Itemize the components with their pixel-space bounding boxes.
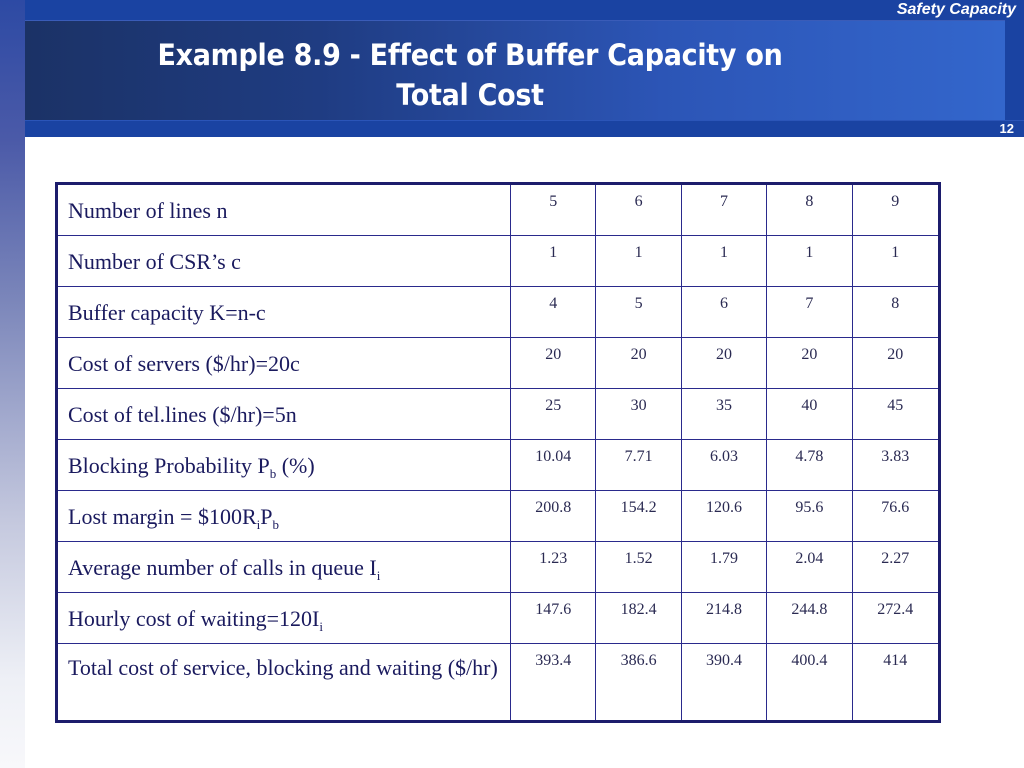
cell-value: 1 [851, 235, 940, 287]
slide-title-line-1: Example 8.9 - Effect of Buffer Capacity … [157, 38, 783, 72]
cell-value: 6.03 [680, 439, 768, 491]
row-label: Number of CSR’s c [56, 235, 511, 287]
row-label: Number of lines n [56, 183, 511, 236]
cell-value: 1.79 [680, 541, 768, 593]
cell-value: 414 [851, 643, 940, 722]
row-label: Lost margin = $100RiPb [56, 490, 511, 542]
row-label: Cost of tel.lines ($/hr)=5n [56, 388, 511, 440]
label-text: Blocking Probability P [68, 453, 270, 478]
cell-value: 45 [851, 388, 940, 440]
cell-value: 30 [595, 388, 682, 440]
cost-table: Number of lines n 5 6 7 8 9 Number of CS… [55, 182, 941, 723]
cell-value: 6 [595, 183, 682, 236]
cell-value: 1.23 [509, 541, 597, 593]
cell-value: 400.4 [766, 643, 853, 722]
table-row: Total cost of service, blocking and wait… [56, 643, 940, 722]
cell-value: 20 [766, 337, 853, 389]
cell-value: 2.04 [766, 541, 853, 593]
slide-title: Example 8.9 - Effect of Buffer Capacity … [56, 35, 884, 115]
cell-value: 272.4 [851, 592, 940, 644]
cell-value: 1 [509, 235, 597, 287]
section-label: Safety Capacity [896, 1, 1016, 18]
cell-value: 182.4 [595, 592, 682, 644]
cell-value: 25 [509, 388, 597, 440]
cell-value: 1.52 [595, 541, 682, 593]
row-label: Blocking Probability Pb (%) [56, 439, 511, 491]
cell-value: 244.8 [766, 592, 853, 644]
cell-value: 8 [766, 183, 853, 236]
cell-value: 7 [766, 286, 853, 338]
table-row: Cost of tel.lines ($/hr)=5n 25 30 35 40 … [56, 388, 940, 440]
page-number: 12 [999, 121, 1014, 136]
header-divider [25, 120, 1024, 121]
row-label: Total cost of service, blocking and wait… [56, 643, 511, 722]
cell-value: 20 [509, 337, 597, 389]
cell-value: 10.04 [509, 439, 597, 491]
cell-value: 95.6 [766, 490, 853, 542]
label-text: P [260, 504, 273, 529]
table-row: Buffer capacity K=n-c 4 5 6 7 8 [56, 286, 940, 338]
cell-value: 390.4 [680, 643, 768, 722]
cell-value: 7.71 [595, 439, 682, 491]
label-text: Lost margin = $100R [68, 504, 257, 529]
label-text: Hourly cost of waiting=120I [68, 606, 320, 631]
table-row: Blocking Probability Pb (%) 10.04 7.71 6… [56, 439, 940, 491]
cell-value: 386.6 [595, 643, 682, 722]
cell-value: 200.8 [509, 490, 597, 542]
row-label: Average number of calls in queue Ii [56, 541, 511, 593]
slide-title-line-2: Total Cost [396, 78, 544, 112]
cell-value: 20 [851, 337, 940, 389]
table-row: Number of lines n 5 6 7 8 9 [56, 183, 940, 236]
label-subscript: i [376, 568, 381, 583]
cell-value: 76.6 [851, 490, 940, 542]
cell-value: 35 [680, 388, 768, 440]
table-row: Average number of calls in queue Ii 1.23… [56, 541, 940, 593]
cell-value: 2.27 [851, 541, 940, 593]
label-subscript: i [319, 619, 323, 634]
table-row: Cost of servers ($/hr)=20c 20 20 20 20 2… [56, 337, 940, 389]
cell-value: 9 [851, 183, 940, 236]
cell-value: 4 [509, 286, 597, 338]
row-label: Hourly cost of waiting=120Ii [56, 592, 511, 644]
title-panel: Example 8.9 - Effect of Buffer Capacity … [25, 20, 1005, 121]
cell-value: 214.8 [680, 592, 768, 644]
cell-value: 147.6 [509, 592, 597, 644]
table-row: Hourly cost of waiting=120Ii 147.6 182.4… [56, 592, 940, 644]
left-decorative-stripe [0, 0, 25, 768]
cell-value: 393.4 [509, 643, 597, 722]
table-row: Lost margin = $100RiPb 200.8 154.2 120.6… [56, 490, 940, 542]
cell-value: 154.2 [595, 490, 682, 542]
row-label: Cost of servers ($/hr)=20c [56, 337, 511, 389]
cell-value: 120.6 [680, 490, 768, 542]
cell-value: 5 [509, 183, 597, 236]
cell-value: 1 [595, 235, 682, 287]
cell-value: 20 [595, 337, 682, 389]
label-subscript: b [269, 466, 277, 481]
cell-value: 5 [595, 286, 682, 338]
cell-value: 1 [680, 235, 768, 287]
cell-value: 8 [851, 286, 940, 338]
cell-value: 4.78 [766, 439, 853, 491]
label-subscript: i [256, 517, 261, 532]
row-label: Buffer capacity K=n-c [56, 286, 511, 338]
cell-value: 40 [766, 388, 853, 440]
cell-value: 20 [680, 337, 768, 389]
label-text: Average number of calls in queue I [68, 555, 377, 580]
cell-value: 7 [680, 183, 768, 236]
cell-value: 3.83 [851, 439, 940, 491]
label-text: (%) [276, 453, 315, 478]
label-subscript: b [272, 517, 280, 532]
table-row: Number of CSR’s c 1 1 1 1 1 [56, 235, 940, 287]
cell-value: 6 [680, 286, 768, 338]
cell-value: 1 [766, 235, 853, 287]
